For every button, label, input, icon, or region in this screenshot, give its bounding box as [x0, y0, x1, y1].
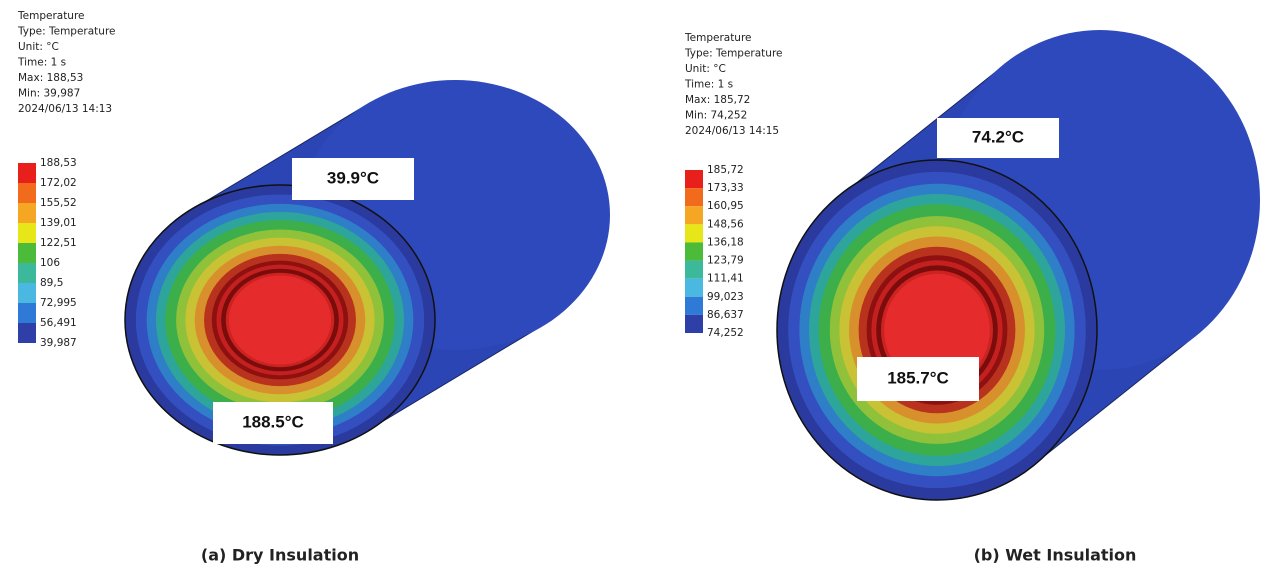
- legend-label: 173,33: [707, 182, 744, 194]
- legend-swatch: [18, 183, 36, 203]
- callout-label: 185.7°C: [887, 368, 949, 387]
- legend-swatch: [18, 243, 36, 263]
- legend-info: Min: 39,987: [18, 88, 80, 100]
- legend-info: Type: Temperature: [684, 48, 783, 60]
- legend-label: 122,51: [40, 237, 77, 249]
- legend-swatch: [18, 283, 36, 303]
- legend-swatch: [685, 206, 703, 224]
- legend-swatch: [685, 188, 703, 206]
- legend-info: Min: 74,252: [685, 110, 747, 122]
- legend-swatch: [685, 242, 703, 260]
- legend-label: 111,41: [707, 273, 744, 285]
- legend-label: 99,023: [707, 291, 744, 303]
- callout-label: 188.5°C: [242, 412, 304, 431]
- caption: (a) Dry Insulation: [201, 546, 359, 565]
- legend-info: Temperature: [17, 10, 85, 22]
- legend-label: 72,995: [40, 297, 77, 309]
- legend-label: 39,987: [40, 337, 77, 349]
- legend-label: 106: [40, 257, 60, 269]
- callout-label: 74.2°C: [972, 127, 1024, 146]
- legend-label: 188,53: [40, 157, 77, 169]
- legend-info: Time: 1 s: [17, 57, 66, 69]
- legend-info: 2024/06/13 14:15: [685, 125, 779, 137]
- legend-swatch: [685, 297, 703, 315]
- legend-info: 2024/06/13 14:13: [18, 103, 112, 115]
- legend-label: 160,95: [707, 200, 744, 212]
- callout-label: 39.9°C: [327, 168, 379, 187]
- legend-info: Unit: °C: [18, 41, 59, 53]
- legend-label: 155,52: [40, 197, 77, 209]
- legend-label: 56,491: [40, 317, 77, 329]
- legend-label: 86,637: [707, 309, 744, 321]
- legend-label: 74,252: [707, 327, 744, 339]
- legend-label: 139,01: [40, 217, 77, 229]
- figure: Temperature Type: Temperature Unit: °C Time…: [0, 0, 1265, 574]
- legend-swatch: [685, 170, 703, 188]
- legend-swatch: [685, 315, 703, 333]
- legend-swatch: [18, 163, 36, 183]
- legend-swatch: [685, 261, 703, 279]
- legend-label: 185,72: [707, 164, 744, 176]
- legend-info: Temperature: [684, 32, 752, 44]
- legend-swatch: [18, 203, 36, 223]
- legend-swatch: [18, 223, 36, 243]
- legend-info: Type: Temperature: [17, 26, 116, 38]
- legend-swatch: [685, 224, 703, 242]
- legend-swatch: [18, 303, 36, 323]
- legend-label: 123,79: [707, 255, 744, 267]
- caption: (b) Wet Insulation: [974, 546, 1137, 565]
- legend-label: 148,56: [707, 218, 744, 230]
- legend-swatch: [685, 279, 703, 297]
- legend-info: Max: 188,53: [18, 72, 83, 84]
- legend-info: Time: 1 s: [684, 79, 733, 91]
- legend-info: Unit: °C: [685, 63, 726, 75]
- legend-swatch: [18, 323, 36, 343]
- legend-label: 172,02: [40, 177, 77, 189]
- temperature-ring: [229, 275, 331, 364]
- legend-label: 89,5: [40, 277, 63, 289]
- legend-swatch: [18, 263, 36, 283]
- legend-label: 136,18: [707, 236, 744, 248]
- legend-info: Max: 185,72: [685, 94, 750, 106]
